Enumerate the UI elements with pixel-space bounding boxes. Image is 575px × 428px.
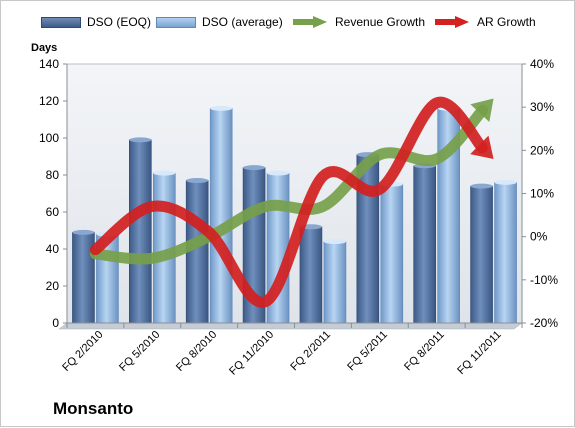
bar-top-dso-average-1 bbox=[153, 170, 176, 176]
y2-tick-label-5: 30% bbox=[530, 100, 554, 114]
legend-label-dso-average: DSO (average) bbox=[202, 15, 283, 29]
bar-dso-eoq-6 bbox=[413, 165, 436, 324]
bar-top-dso-average-3 bbox=[267, 170, 290, 176]
y-tick-label-7: 140 bbox=[39, 57, 59, 71]
y-tick-label-2: 40 bbox=[46, 242, 60, 256]
x-tick-label-3: FQ 11/2010 bbox=[227, 329, 276, 378]
y2-tick-label-2: 0% bbox=[530, 230, 548, 244]
y2-tick-label-0: -20% bbox=[530, 316, 558, 330]
y-tick-label-1: 20 bbox=[46, 279, 60, 293]
legend-arrow-revenue-growth-icon bbox=[293, 16, 327, 28]
y2-tick-label-4: 20% bbox=[530, 143, 554, 157]
y-tick-label-4: 80 bbox=[46, 168, 60, 182]
x-tick-label-2: FQ 8/2010 bbox=[174, 329, 219, 374]
company-label: Monsanto bbox=[53, 399, 134, 418]
bar-top-dso-eoq-7 bbox=[470, 183, 493, 189]
legend-swatch-dso-eoq bbox=[41, 16, 81, 28]
x-tick-label-1: FQ 5/2010 bbox=[117, 329, 162, 374]
arrowhead-ar-growth bbox=[470, 135, 494, 159]
x-tick-label-6: FQ 8/2011 bbox=[402, 329, 447, 374]
legend-item-ar-growth: AR Growth bbox=[433, 15, 536, 29]
arrowhead-revenue-growth bbox=[470, 98, 494, 123]
legend: DSO (EOQ) DSO (average) Revenue Growth A… bbox=[1, 15, 575, 35]
bar-dso-average-2 bbox=[209, 108, 233, 324]
bar-top-dso-average-2 bbox=[210, 105, 233, 111]
line-ar-growth bbox=[89, 96, 488, 308]
legend-item-revenue-growth: Revenue Growth bbox=[291, 15, 425, 29]
bar-top-dso-average-7 bbox=[494, 179, 517, 185]
y-axis-title: Days bbox=[31, 42, 57, 54]
bar-dso-eoq-7 bbox=[470, 185, 493, 324]
bar-dso-average-4 bbox=[323, 241, 347, 324]
bar-top-dso-average-4 bbox=[323, 239, 346, 245]
legend-label-ar-growth: AR Growth bbox=[477, 15, 536, 29]
y2-tick-label-1: -10% bbox=[530, 273, 558, 287]
x-tick-label-4: FQ 2/2011 bbox=[288, 329, 333, 374]
y-tick-label-5: 100 bbox=[39, 131, 59, 145]
y2-tick-label-3: 10% bbox=[530, 187, 554, 201]
bar-top-dso-eoq-1 bbox=[129, 137, 152, 143]
bar-top-dso-eoq-0 bbox=[72, 229, 95, 235]
legend-item-dso-average: DSO (average) bbox=[156, 15, 283, 29]
x-tick-label-0: FQ 2/2010 bbox=[60, 329, 105, 374]
y-tick-label-3: 60 bbox=[46, 205, 60, 219]
legend-arrow-ar-growth-icon bbox=[435, 16, 469, 28]
bar-dso-average-7 bbox=[494, 182, 517, 324]
x-tick-label-5: FQ 5/2011 bbox=[345, 329, 390, 374]
legend-label-revenue-growth: Revenue Growth bbox=[335, 15, 426, 29]
lines-layer bbox=[89, 96, 494, 308]
bar-dso-eoq-4 bbox=[299, 226, 323, 324]
bar-dso-eoq-0 bbox=[72, 232, 95, 324]
legend-item-dso-eoq: DSO (EOQ) bbox=[41, 15, 151, 29]
legend-swatch-dso-average bbox=[156, 16, 196, 28]
y-tick-label-6: 120 bbox=[39, 94, 59, 108]
plot-floor bbox=[58, 322, 523, 330]
legend-label-dso-eoq: DSO (EOQ) bbox=[87, 15, 152, 29]
bar-dso-average-5 bbox=[380, 183, 404, 324]
x-tick-label-7: FQ 11/2011 bbox=[455, 329, 503, 377]
y2-tick-label-6: 40% bbox=[530, 57, 554, 71]
bar-top-dso-eoq-2 bbox=[186, 178, 209, 184]
y-tick-label-0: 0 bbox=[52, 316, 59, 330]
bar-dso-eoq-1 bbox=[129, 139, 152, 324]
bar-top-dso-eoq-3 bbox=[243, 165, 266, 171]
